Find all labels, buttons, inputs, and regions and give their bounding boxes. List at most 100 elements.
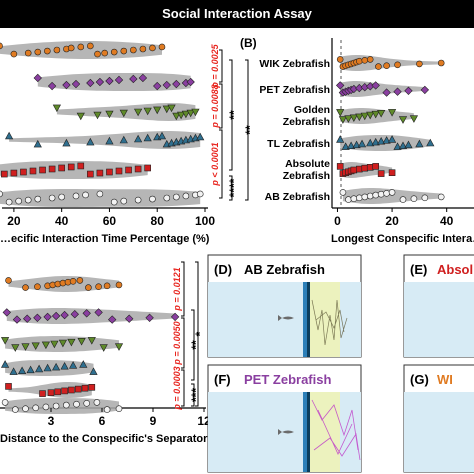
panel-a-point xyxy=(72,192,80,200)
panel-c-violins xyxy=(5,276,176,414)
panel-a-point xyxy=(93,111,102,120)
panel-a-violins xyxy=(0,41,201,207)
panel-a-point xyxy=(76,112,85,121)
panel-a-point xyxy=(129,74,138,84)
panel-a-point xyxy=(24,196,32,204)
panel-c-point xyxy=(22,284,29,291)
panel-b-point xyxy=(415,139,424,148)
panel-b-point xyxy=(345,196,352,203)
panel-b-point xyxy=(404,140,413,149)
panel-c-point xyxy=(5,383,12,390)
panel-c-point xyxy=(32,404,40,412)
panel-b-point xyxy=(377,136,386,145)
panel-a-point xyxy=(62,80,71,90)
panel-d-fish-icon xyxy=(278,315,294,321)
panel-a-point xyxy=(105,136,114,145)
panel-a-point xyxy=(153,106,162,115)
panel-b-point xyxy=(372,191,379,199)
panel-b-group-label: WIK Zebrafish xyxy=(259,58,330,70)
panel-a-point xyxy=(105,110,114,119)
panel-g-label: (G) xyxy=(410,372,429,387)
panel-a-point xyxy=(163,194,171,202)
panel-a-point xyxy=(44,47,51,55)
panel-c-point xyxy=(93,399,101,406)
panel-c-point xyxy=(12,406,19,413)
panel-b-point xyxy=(383,190,390,197)
panel-a-chart: 20 40 60 80 100 …ecific Interaction Time Per… xyxy=(0,41,257,245)
panel-c-bracket xyxy=(181,369,185,407)
panel-b-point xyxy=(336,109,345,117)
panel-c-point xyxy=(58,339,68,348)
panel-b-point xyxy=(387,135,397,143)
panel-c-point xyxy=(22,405,29,413)
panel-b-point xyxy=(393,87,402,96)
panel-a-bracket xyxy=(219,129,223,199)
panel-b-point xyxy=(349,114,358,123)
panel-c-point xyxy=(76,277,84,284)
panel-a-stars: ** xyxy=(227,110,241,120)
panel-a-p-value: p = 0.0088 xyxy=(210,84,220,128)
panel-b-point xyxy=(377,110,386,118)
panel-b-violin-1 xyxy=(340,81,425,97)
panel-a-point xyxy=(173,193,180,201)
panel-a-star-bracket xyxy=(229,175,233,201)
panel-b-point xyxy=(371,110,380,119)
panel-b-point xyxy=(410,195,418,202)
panel-b-chart: (B) WIK Zebrafish PET Zebrafish Golden Zebr… xyxy=(240,36,474,245)
panel-a-stars: **** xyxy=(227,178,241,197)
panel-c-bracket xyxy=(181,317,185,369)
panel-b-point xyxy=(366,138,375,147)
panel-c-tick-label: 9 xyxy=(150,414,157,428)
panel-c-point xyxy=(50,340,59,349)
panel-a-point xyxy=(186,109,195,118)
panel-a-point xyxy=(139,45,147,53)
panel-a-point xyxy=(162,105,171,114)
panel-a-point xyxy=(48,194,56,202)
panel-a-point xyxy=(191,108,200,117)
panel-b-point xyxy=(409,115,419,123)
panel-b-point xyxy=(377,170,385,177)
panel-a-point xyxy=(47,81,57,91)
panel-c-point xyxy=(42,403,50,411)
panel-c-points xyxy=(0,277,180,413)
panel-c-stars: ** xyxy=(189,340,203,350)
panel-c-point xyxy=(47,389,55,397)
panel-a-point xyxy=(33,139,42,148)
panel-c-p-value: p = 0.0003 xyxy=(172,366,182,410)
panel-b-point xyxy=(387,109,397,117)
panel-a-stars: ** xyxy=(243,125,257,135)
panel-a-point xyxy=(186,77,195,87)
panel-b-point xyxy=(338,116,348,124)
panel-a-x-label: …ecific Interaction Time Percentage (%) xyxy=(0,233,210,245)
panel-c-p-value: p = 0.0050 xyxy=(172,321,182,365)
panel-b-point xyxy=(336,135,345,143)
panel-c-point xyxy=(12,315,22,324)
panel-c-point xyxy=(87,337,96,345)
panel-a-point xyxy=(87,42,94,50)
panel-a-point xyxy=(86,137,95,146)
panel-a-point xyxy=(196,132,205,141)
panel-a-point xyxy=(138,73,148,83)
panel-a-point xyxy=(134,108,143,117)
panel-c-point xyxy=(170,312,180,322)
panel-a-ticks: 20 40 60 80 100 xyxy=(7,208,215,228)
panel-c-point xyxy=(115,405,123,413)
panel-d-title: AB Zebrafish xyxy=(244,262,325,277)
panel-a-point xyxy=(114,75,124,85)
panel-a-point xyxy=(158,43,166,51)
panel-c-point xyxy=(43,363,52,372)
panel-a-point xyxy=(39,166,46,174)
panel-c-chart: 3 6 9 12 Distance to the Conspecific's Sepa… xyxy=(0,261,234,445)
panel-b-point xyxy=(366,164,374,171)
panel-b-point xyxy=(394,61,401,69)
panel-b-point xyxy=(366,111,375,120)
panel-a-point xyxy=(110,198,118,206)
panel-c-point xyxy=(77,337,86,346)
panel-b-point xyxy=(372,163,379,170)
panel-b-violins xyxy=(340,55,442,204)
panel-a-point xyxy=(162,80,171,90)
panel-a-point xyxy=(86,78,95,88)
panel-c-point xyxy=(125,314,134,323)
panel-a-star-bracket xyxy=(229,59,233,171)
panel-a-point xyxy=(15,197,22,205)
